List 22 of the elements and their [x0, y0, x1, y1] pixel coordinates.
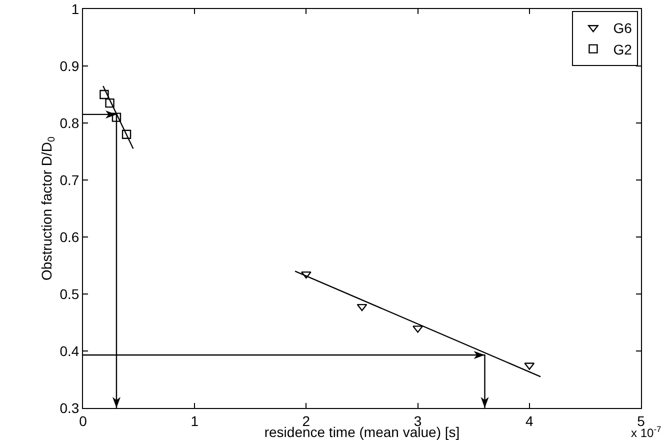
x-tick-label: 1	[190, 412, 199, 429]
point	[122, 130, 132, 139]
y-tick-label: 0.3	[60, 400, 80, 416]
y-tick-label: 0.4	[60, 342, 80, 359]
x-tick-label: 5	[637, 412, 646, 429]
y-tick-label: 0.9	[60, 58, 80, 74]
point	[112, 112, 122, 122]
point	[300, 271, 312, 279]
y-tick-label: 0.5	[60, 286, 80, 302]
y-tick-label: 1	[71, 0, 80, 17]
point	[356, 304, 368, 312]
x-tick-label: 4	[526, 412, 534, 429]
legend-label: G6	[613, 20, 632, 36]
y-tick-label: 0.8	[60, 114, 80, 131]
y-tick-label: 0.7	[60, 172, 80, 188]
y-tick-label: 0.6	[60, 228, 80, 245]
x-tick-label: 2	[302, 412, 310, 429]
x-tick-label: 3	[414, 412, 422, 429]
point	[105, 98, 114, 108]
point	[100, 90, 109, 100]
legend-label: G2	[613, 41, 632, 58]
x-tick-label: 0	[79, 412, 88, 429]
